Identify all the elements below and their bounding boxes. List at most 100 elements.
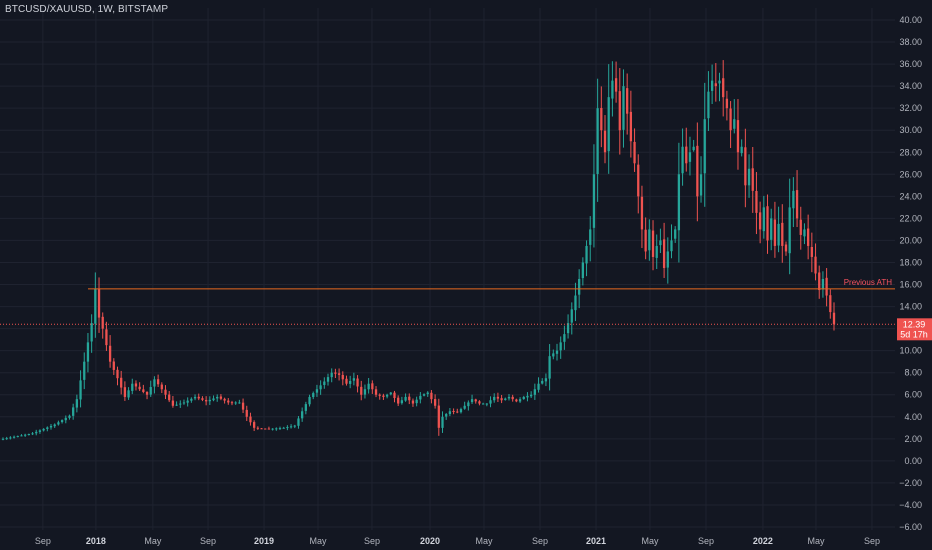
candle-body [578,279,581,295]
candle-body [507,396,511,399]
candle-body [825,277,828,296]
candle-body [293,425,296,427]
y-tick-label: 32.00 [899,103,922,113]
candle-body [467,402,470,407]
candle-body [374,389,378,395]
candle-body [20,435,23,437]
candle-body [105,329,108,346]
candle-body [707,91,710,119]
candle-body [278,428,282,430]
time-axis[interactable]: Sep 2018 May Sep 2019 May Sep 2020 May Sep 2021 May… [35,536,880,546]
candle-body [555,350,559,354]
candle-body [408,396,411,401]
candle-body [651,230,655,257]
candle-body [810,246,813,257]
candle-body [570,309,573,323]
candle-body [193,396,197,399]
candle-body [230,402,234,404]
candle-body [72,407,75,416]
y-tick-label: 10.00 [899,346,922,356]
candle-body [655,245,658,258]
y-tick-label: 4.00 [904,412,922,422]
candle-body [12,436,16,438]
candle-body [411,400,415,404]
candle-body [301,411,304,419]
candle-body [493,396,496,401]
candle-body [142,389,145,392]
candle-body [515,399,518,402]
candle-body [337,373,341,375]
candle-body [626,88,629,114]
x-tick-label: May [641,536,659,546]
candle-body [725,98,729,109]
candle-body [463,405,466,409]
current-price-badge: 12.39 5d 17h [897,318,932,341]
y-tick-label: 26.00 [899,169,922,179]
candle-body [670,240,673,252]
candle-body [134,383,138,387]
candle-body [777,223,780,246]
candle-body [729,108,732,131]
candle-body [156,379,160,385]
candle-body [596,108,599,174]
candle-body [552,353,555,357]
candle-body [27,434,30,436]
y-tick-label: 16.00 [899,280,922,290]
candle-body [714,83,717,87]
x-tick-label: May [475,536,493,546]
candle-body [781,222,784,246]
candle-body [404,396,407,401]
y-tick-label: −6.00 [899,522,922,532]
candle-body [648,229,651,251]
candle-body [640,196,644,230]
symbol-title[interactable]: BTCUSD/XAUUSD, 1W, BITSTAMP [5,4,169,15]
candle-body [445,414,448,417]
candle-body [415,399,418,404]
candle-body [419,395,422,400]
candle-body [352,378,356,381]
candle-body [160,384,163,390]
candle-body [83,361,86,380]
candle-body [426,392,429,395]
candle-body [334,372,337,374]
candle-body [260,428,263,430]
candle-body [323,381,326,386]
candle-body [171,400,175,406]
candle-body [256,427,259,429]
candle-body [286,427,289,429]
candle-body [234,402,237,404]
candle-body [611,80,614,99]
y-tick-label: 8.00 [904,368,922,378]
x-tick-label: Sep [698,536,714,546]
candle-body [271,428,274,430]
price-axis[interactable]: 40.00 38.00 36.00 34.00 32.00 30.00 28.00 26.00… [899,15,922,532]
candle-body [659,240,662,246]
candle-body [46,427,49,429]
candle-body [581,262,584,279]
candle-body [622,86,625,130]
candle-body [60,420,64,423]
y-tick-label: 6.00 [904,390,922,400]
candle-body [289,426,293,428]
candle-body [733,119,736,129]
candle-body [219,396,223,399]
candle-body [94,288,97,324]
y-tick-label: 0.00 [904,456,922,466]
candle-body [688,152,692,162]
candle-body [108,345,112,362]
x-tick-label: 2021 [586,536,606,546]
candle-body [216,396,219,399]
candle-body [770,218,773,240]
candle-body [504,398,507,400]
candle-body [685,146,688,164]
candle-body [208,399,211,402]
candle-body [227,400,230,403]
candle-body [736,120,740,153]
candle-body [563,334,566,342]
candle-body [559,342,562,351]
y-tick-label: 36.00 [899,59,922,69]
bar-countdown: 5d 17h [900,329,928,339]
candle-body [24,434,27,436]
candle-body [330,372,333,378]
